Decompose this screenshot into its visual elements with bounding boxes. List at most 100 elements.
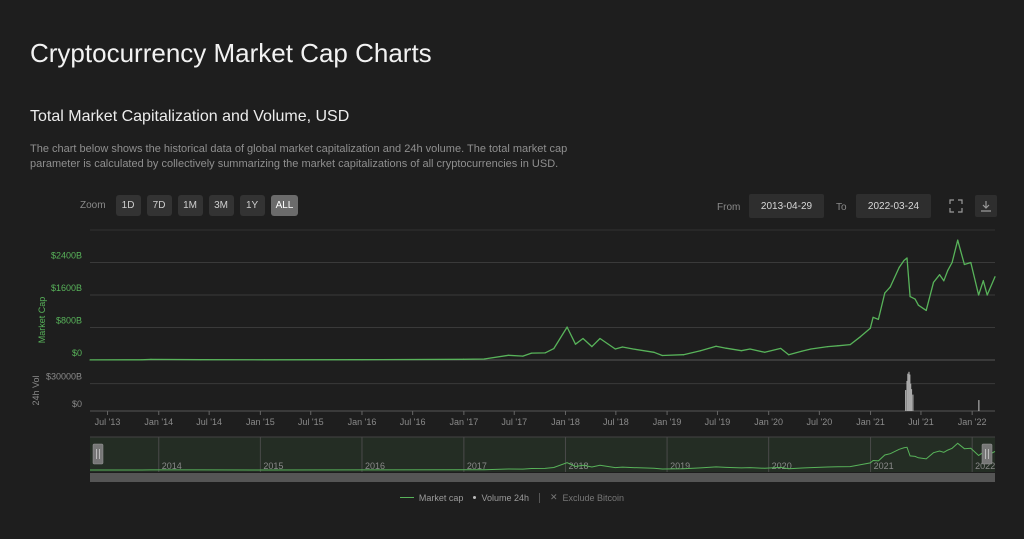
market-cap-point <box>917 304 920 306</box>
market-cap-point <box>970 261 972 264</box>
x-tick-label: Jan '21 <box>856 417 885 427</box>
zoom-1m-button[interactable]: 1M <box>177 195 203 216</box>
zoom-3m-button[interactable]: 3M <box>208 195 234 216</box>
market-cap-point <box>982 280 984 282</box>
market-cap-point <box>621 346 624 348</box>
market-cap-point <box>749 348 751 350</box>
market-cap-point <box>150 358 152 360</box>
navigator-label: 2021 <box>874 461 894 471</box>
market-cap-point <box>574 343 577 345</box>
market-cap-point <box>869 327 871 329</box>
market-cap-point <box>614 348 616 350</box>
x-tick-label: Jan '14 <box>144 417 173 427</box>
download-icon[interactable] <box>975 195 997 217</box>
navigator[interactable]: 2014 2015 2016 2017 2018 2019 2020 2021 2022 <box>90 436 996 482</box>
market-cap-point <box>963 263 965 266</box>
market-cap-point <box>89 359 91 361</box>
market-cap-point <box>925 309 927 312</box>
zoom-label: Zoom <box>80 200 106 211</box>
market-cap-point <box>566 326 568 328</box>
legend-volume[interactable]: Volume 24h <box>473 493 529 503</box>
market-cap-point <box>898 266 900 268</box>
navigator-label: 2014 <box>162 461 182 471</box>
x-tick-label: Jan '20 <box>754 417 783 427</box>
market-cap-point <box>725 347 727 349</box>
market-cap-point <box>810 348 812 350</box>
market-cap-line <box>89 239 996 361</box>
market-cap-point <box>903 259 905 262</box>
market-cap-point <box>544 352 546 354</box>
market-cap-point <box>522 355 524 357</box>
legend-line-marker <box>399 497 414 498</box>
legend-volume-label: Volume 24h <box>481 492 529 503</box>
navigator-left-handle <box>92 443 104 465</box>
market-cap-point <box>986 294 988 296</box>
chart-axes: $2400B $1600B $800B $0 $30000B $0 Market Cap 24… <box>31 251 987 428</box>
x-tick-label: Jul '13 <box>95 417 121 427</box>
close-icon: ✕ <box>549 492 558 502</box>
market-cap-point <box>582 337 584 340</box>
to-date-input[interactable]: 2022-03-24 <box>856 194 931 218</box>
x-tick-label: Jul '15 <box>298 417 324 427</box>
vol-tick-label: $0 <box>72 399 82 409</box>
market-cap-point <box>483 358 485 360</box>
y-tick-label: $0 <box>72 348 82 358</box>
navigator-label: 2017 <box>467 461 487 471</box>
x-tick-label: Jul '14 <box>196 417 222 427</box>
market-cap-point <box>507 354 509 356</box>
x-tick-label: Jan '17 <box>449 417 478 427</box>
market-cap-point <box>715 345 717 347</box>
zoom-controls: Zoom 1D 7D 1M 3M 1Y ALL <box>80 195 299 216</box>
navigator-label: 2020 <box>772 461 792 471</box>
volume-bar <box>908 371 910 411</box>
x-tick-label: Jul '16 <box>400 417 426 427</box>
navigator-scrollbar <box>90 473 995 482</box>
market-cap-point <box>361 359 363 361</box>
x-tick-label: Jan '18 <box>551 417 580 427</box>
market-cap-point <box>872 316 874 318</box>
x-tick-label: Jan '19 <box>653 417 682 427</box>
legend-market-cap[interactable]: Market cap <box>399 493 463 503</box>
market-cap-point <box>764 351 766 353</box>
market-cap-point <box>947 270 949 272</box>
x-tick-label: Jul '18 <box>603 417 629 427</box>
vol-tick-label: $30000B <box>46 372 82 382</box>
navigator-label: 2016 <box>365 461 385 471</box>
market-cap-point <box>699 350 702 352</box>
y-tick-label: $2400B <box>51 251 82 261</box>
market-cap-point <box>994 276 996 278</box>
page-title: Cryptocurrency Market Cap Charts <box>30 38 432 68</box>
market-cap-point <box>827 345 829 348</box>
y-tick-label: $800B <box>56 316 82 326</box>
fullscreen-icon[interactable] <box>947 197 965 215</box>
volume-bar <box>909 374 911 411</box>
market-cap-point <box>943 280 945 282</box>
market-cap-point <box>914 298 916 300</box>
y-axis-title: Market Cap <box>37 297 47 344</box>
zoom-all-button[interactable]: ALL <box>270 195 299 216</box>
zoom-7d-button[interactable]: 7D <box>146 195 172 216</box>
x-tick-label: Jul '17 <box>501 417 527 427</box>
vol-axis-title: 24h Vol <box>31 375 41 405</box>
market-cap-point <box>263 359 265 361</box>
legend-divider <box>538 492 540 503</box>
x-tick-label: Jan '15 <box>246 417 275 427</box>
market-cap-point <box>884 292 886 294</box>
market-cap-point <box>939 274 941 276</box>
market-cap-point <box>877 318 879 320</box>
zoom-1y-button[interactable]: 1Y <box>239 195 265 216</box>
from-date-input[interactable]: 2013-04-29 <box>749 194 824 218</box>
market-cap-point <box>661 354 663 357</box>
market-cap-point <box>957 239 959 241</box>
market-cap-point <box>837 345 839 347</box>
market-cap-point <box>889 286 891 288</box>
navigator-selection <box>90 437 995 472</box>
market-cap-point <box>553 348 555 350</box>
from-label: From <box>717 201 741 213</box>
exclude-bitcoin-toggle[interactable]: ✕ Exclude Bitcoin <box>550 492 624 503</box>
section-title: Total Market Capitalization and Volume, … <box>30 108 350 125</box>
x-tick-label: Jul '21 <box>908 417 934 427</box>
zoom-1d-button[interactable]: 1D <box>115 195 141 216</box>
navigator-label: 2022 <box>975 461 995 471</box>
